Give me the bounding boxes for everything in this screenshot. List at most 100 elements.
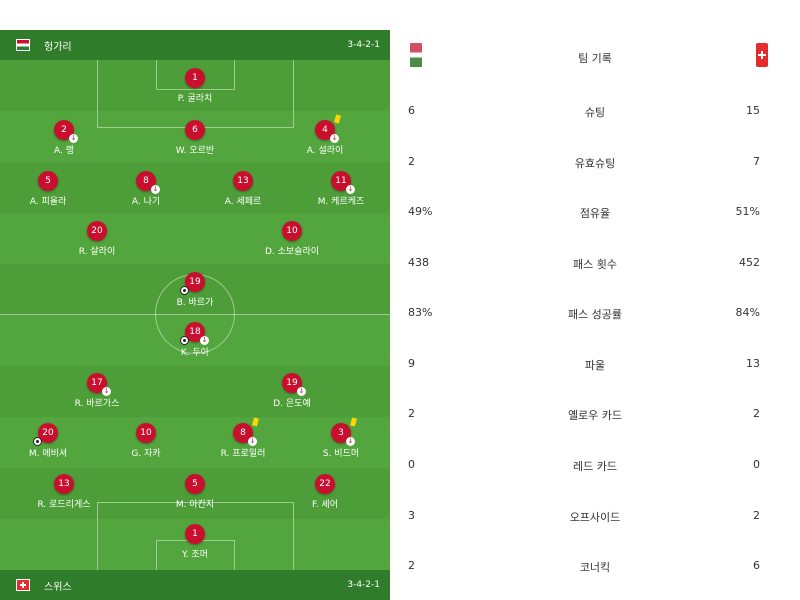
player-name: B. 바르가 [176,298,214,308]
home-player[interactable]: 19 B. 바르가 [150,272,240,308]
home-player[interactable]: 13 A. 세페르 [198,171,288,207]
stat-label: 레드 카드 [573,460,617,473]
stat-row-fouls: 9 파울 13 [390,354,800,374]
player-number: 6 [192,125,198,135]
stat-home-value: 6 [408,104,415,117]
home-player[interactable]: 6 W. 오르반 [150,120,240,156]
away-player[interactable]: 13 R. 로드리게스 [19,474,109,510]
player-name: F. 셰어 [311,500,338,510]
away-formation: 3-4-2-1 [347,580,380,590]
player-name: D. 은도예 [273,399,311,409]
hungary-flag-icon [16,39,30,51]
stat-home-value: 2 [408,155,415,168]
away-player[interactable]: 8 ↓ R. 프로일러 [198,417,288,459]
stat-row-offsides: 3 오프사이드 2 [390,506,800,526]
stat-label: 오프사이드 [569,511,621,524]
player-number: 10 [286,226,298,236]
stat-label: 코너킥 [579,561,611,574]
substitution-icon: ↓ [346,185,355,194]
stat-away-value: 452 [739,256,760,269]
away-player[interactable]: 5 M. 아칸지 [150,474,240,510]
stat-row-corners: 2 코너킥 6 [390,556,800,576]
substitution-icon: ↓ [297,387,306,396]
home-formation: 3-4-2-1 [347,40,380,50]
stat-label: 슈팅 [584,106,606,119]
player-number: 1 [192,529,198,539]
home-player[interactable]: 5 A. 피올라 [3,171,93,207]
stat-home-value: 9 [408,357,415,370]
player-number: 2 [61,125,67,135]
player-name: A. 설라이 [306,146,344,156]
away-player[interactable]: 18 ↓ K. 두아 [150,322,240,358]
player-name: M. 에비셔 [28,449,68,459]
home-player[interactable]: 20 R. 살라이 [52,221,142,257]
player-name: P. 굴라치 [177,94,213,104]
stat-home-value: 0 [408,458,415,471]
stat-row-shots: 6 슈팅 15 [390,101,800,121]
substitution-icon: ↓ [248,437,257,446]
away-player[interactable]: 10 G. 자카 [101,423,191,459]
player-number: 11 [335,176,347,186]
goal-ball-icon [33,437,42,446]
hungary-flag-icon [410,43,422,67]
home-player[interactable]: 8 ↓ A. 나기 [101,171,191,207]
home-team-bar: 헝가리 3-4-2-1 [0,30,390,60]
player-name: A. 피올라 [29,197,67,207]
away-team-name: 스위스 [44,581,72,593]
player-number: 13 [237,176,249,186]
stat-away-value: 7 [753,155,760,168]
stat-away-value: 13 [746,357,760,370]
player-number: 3 [338,428,344,438]
yellow-card-icon [334,114,341,124]
player-name: R. 프로일러 [220,449,266,459]
player-number: 1 [192,73,198,83]
away-team-bar: 스위스 3-4-2-1 [0,570,390,600]
stat-away-value: 2 [753,509,760,522]
yellow-card-icon [252,417,259,427]
player-number: 19 [286,378,298,388]
away-player[interactable]: 3 ↓ S. 비드머 [296,417,386,459]
player-name: M. 케르케즈 [317,197,365,207]
away-player[interactable]: 19 ↓ D. 은도예 [247,373,337,409]
stat-row-shots-on-target: 2 유효슈팅 7 [390,152,800,172]
home-player[interactable]: 11 ↓ M. 케르케즈 [296,171,386,207]
home-player[interactable]: 2 ↓ A. 랭 [19,120,109,156]
player-number: 17 [91,378,103,388]
home-player[interactable]: 4 ↓ A. 설라이 [280,114,370,156]
home-player-goalkeeper[interactable]: 1 P. 굴라치 [150,68,240,104]
substitution-icon: ↓ [69,134,78,143]
player-name: A. 세페르 [224,197,262,207]
home-team-name: 헝가리 [44,41,72,53]
stat-label: 유효슈팅 [574,157,616,170]
lineup-pitch: 헝가리 3-4-2-1 스위스 3-4-2-1 1 P. 굴라치 2 ↓ A. 랭… [0,30,390,600]
away-player-goalkeeper[interactable]: 1 Y. 조머 [150,524,240,560]
player-number: 18 [189,327,201,337]
top-goal-box [156,60,235,90]
player-number: 8 [143,176,149,186]
stat-away-value: 2 [753,407,760,420]
stat-home-value: 438 [408,256,429,269]
player-number: 22 [319,479,331,489]
stat-label: 옐로우 카드 [567,409,623,422]
away-player[interactable]: 20 M. 에비셔 [3,423,93,459]
stat-row-red-cards: 0 레드 카드 0 [390,455,800,475]
player-name: A. 랭 [53,146,74,156]
stat-label: 패스 횟수 [573,258,617,271]
goal-ball-icon [180,336,189,345]
stat-row-yellow-cards: 2 옐로우 카드 2 [390,404,800,424]
player-name: R. 살라이 [78,247,116,257]
switzerland-flag-icon [756,43,768,67]
stats-title: 팀 기록 [578,52,612,65]
player-name: S. 비드머 [322,449,360,459]
home-player[interactable]: 10 D. 소보슬라이 [247,221,337,257]
stat-home-value: 2 [408,559,415,572]
stat-label: 패스 성공률 [567,308,623,321]
player-name: G. 자카 [131,449,161,459]
away-player[interactable]: 17 ↓ R. 바르가스 [52,373,142,409]
away-player[interactable]: 22 F. 셰어 [280,474,370,510]
switzerland-flag-icon [16,579,30,591]
player-number: 8 [240,428,246,438]
player-number: 5 [192,479,198,489]
substitution-icon: ↓ [102,387,111,396]
player-number: 19 [189,277,201,287]
